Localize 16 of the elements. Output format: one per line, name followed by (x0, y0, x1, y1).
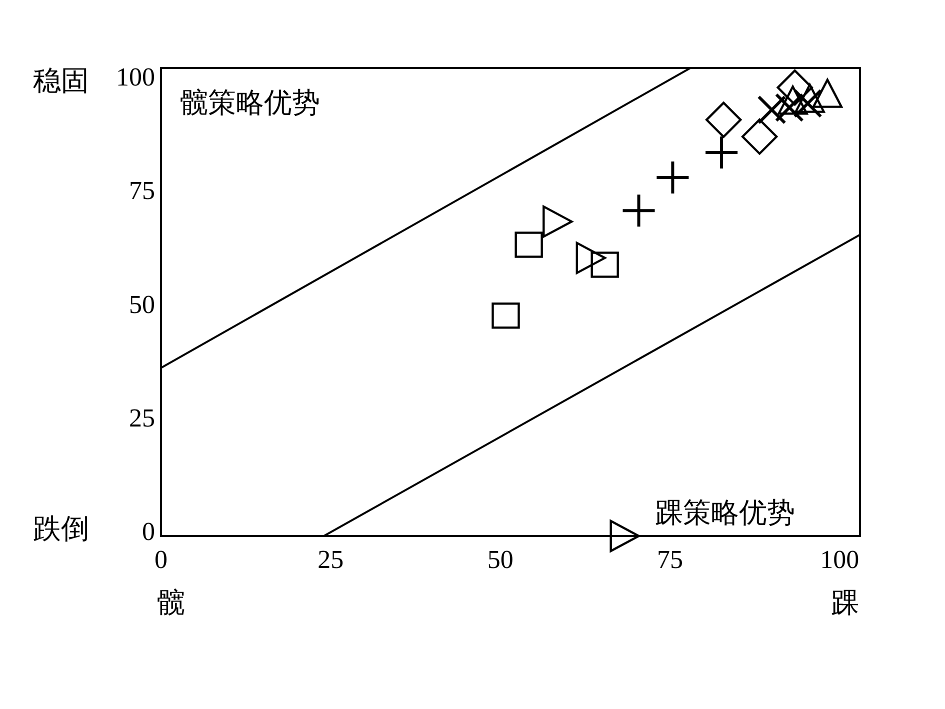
annotation: 髋策略优势 (180, 88, 320, 119)
ytick: 0 (142, 517, 155, 546)
annotation: 踝策略优势 (655, 498, 795, 529)
xtick: 0 (154, 545, 168, 574)
xtick: 100 (820, 545, 860, 574)
xtick: 25 (318, 545, 344, 574)
ytick: 50 (129, 290, 155, 319)
ytick: 75 (129, 176, 155, 206)
annotation: 踝 (831, 588, 859, 619)
xtick: 75 (656, 545, 683, 574)
annotation: 跌倒 (33, 514, 89, 545)
ytick: 100 (116, 62, 155, 92)
annotation: 稳固 (33, 66, 89, 97)
ytick: 25 (129, 403, 155, 432)
xtick: 50 (487, 545, 514, 574)
annotation: 髋 (157, 588, 185, 619)
